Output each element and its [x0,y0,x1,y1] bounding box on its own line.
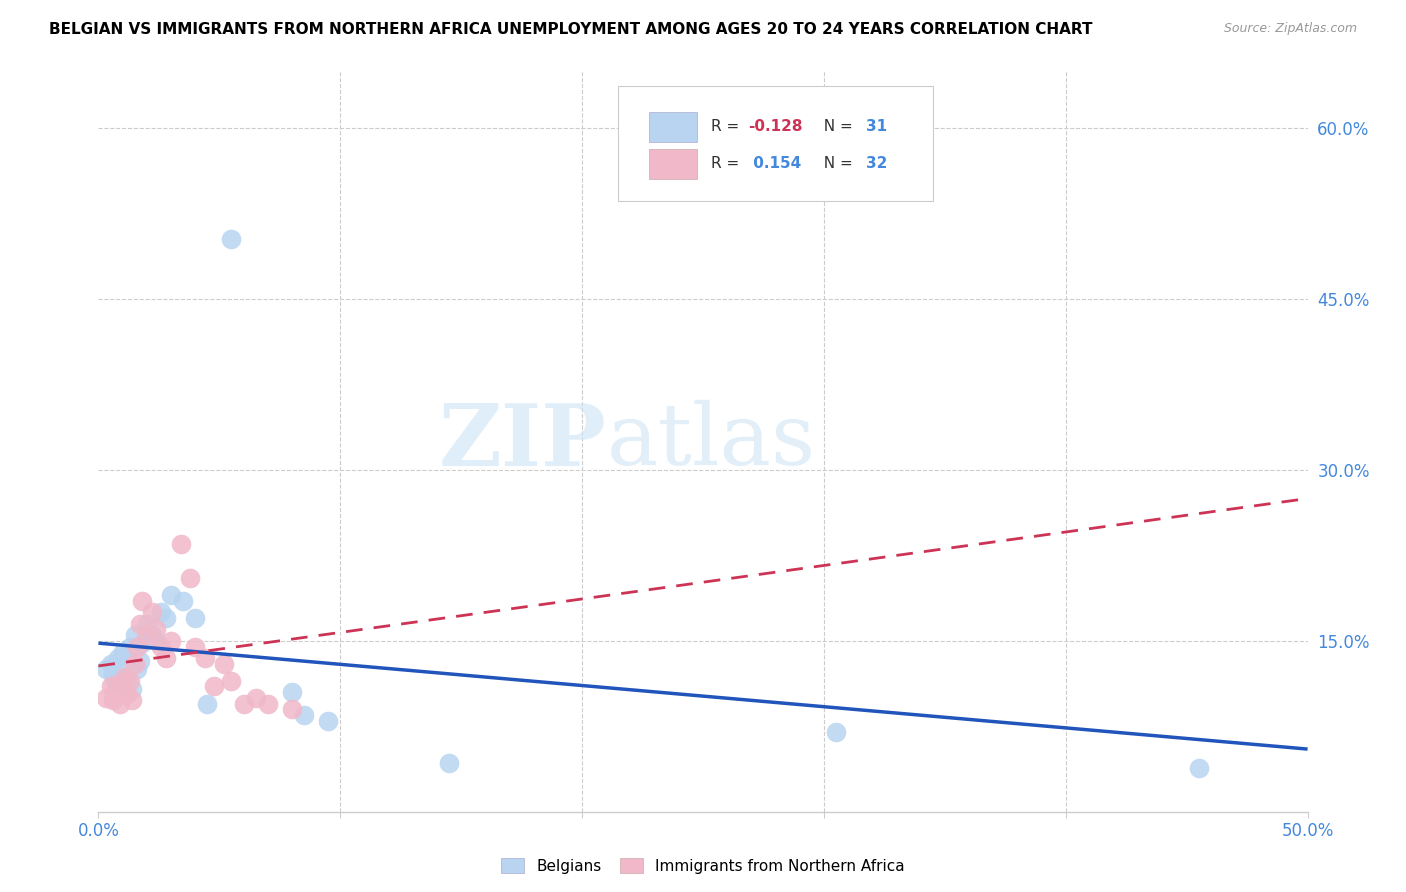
Point [141,628,163,642]
Point [316,714,339,728]
FancyBboxPatch shape [648,149,697,178]
Text: R =: R = [711,120,745,135]
Point [169,537,191,551]
Point [221,673,243,688]
Point [141,606,163,620]
Text: N =: N = [814,156,858,171]
Point [281,685,304,699]
Point [118,640,141,654]
Point [155,651,177,665]
Text: 0.154: 0.154 [748,156,801,171]
Point [145,623,167,637]
Point [145,633,167,648]
Point [101,693,124,707]
Point [256,697,278,711]
Point [107,677,129,691]
FancyBboxPatch shape [648,112,697,142]
Point [107,651,129,665]
Point [155,611,177,625]
Point [101,668,124,682]
Point [111,681,134,696]
Text: 31: 31 [866,120,887,135]
Point [124,628,146,642]
Point [150,640,173,654]
Point [212,657,235,671]
Point [117,687,139,701]
Point [184,611,207,625]
Point [195,697,218,711]
Point [127,662,149,676]
Point [114,677,136,691]
Text: ZIP: ZIP [439,400,606,483]
Point [150,606,173,620]
Point [121,693,143,707]
Point [281,702,304,716]
Point [108,659,131,673]
Point [1188,761,1211,775]
Point [100,657,122,671]
Point [135,628,157,642]
Point [292,707,315,722]
Point [160,588,183,602]
Text: 32: 32 [866,156,887,171]
Point [204,680,226,694]
Point [221,232,243,246]
Point [128,654,150,668]
Point [94,662,117,676]
Point [114,670,136,684]
Point [111,645,134,659]
Point [160,633,183,648]
Point [100,680,122,694]
Point [118,673,141,688]
Point [124,657,146,671]
Text: atlas: atlas [606,400,815,483]
Point [127,640,149,654]
Point [245,690,267,705]
Point [232,697,254,711]
Point [825,725,848,739]
Point [172,594,194,608]
Point [108,697,131,711]
Text: BELGIAN VS IMMIGRANTS FROM NORTHERN AFRICA UNEMPLOYMENT AMONG AGES 20 TO 24 YEAR: BELGIAN VS IMMIGRANTS FROM NORTHERN AFRI… [49,22,1092,37]
Point [94,690,117,705]
FancyBboxPatch shape [619,87,932,201]
Point [135,616,157,631]
Point [121,681,143,696]
Point [184,640,207,654]
Legend: Belgians, Immigrants from Northern Africa: Belgians, Immigrants from Northern Afric… [495,852,911,880]
Point [104,685,127,699]
Point [437,756,460,770]
Point [179,571,201,585]
Text: -0.128: -0.128 [748,120,803,135]
Point [194,651,217,665]
Point [117,670,139,684]
Point [128,616,150,631]
Text: Source: ZipAtlas.com: Source: ZipAtlas.com [1223,22,1357,36]
Point [104,673,127,688]
Point [131,594,153,608]
Text: R =: R = [711,156,745,171]
Point [131,636,153,650]
Text: N =: N = [814,120,858,135]
